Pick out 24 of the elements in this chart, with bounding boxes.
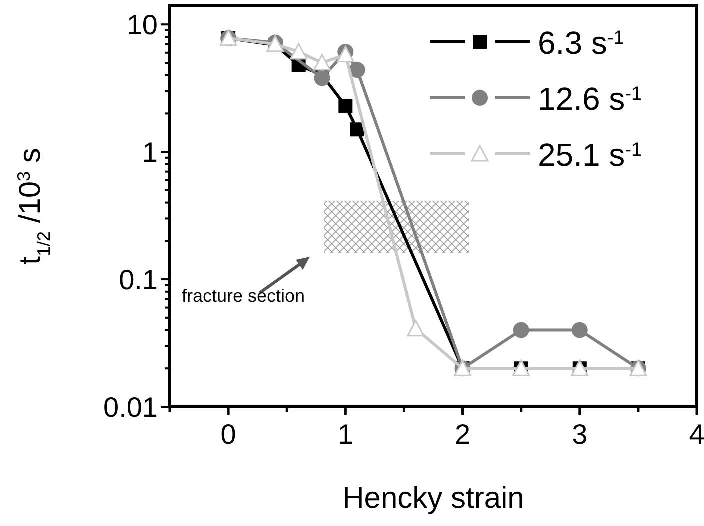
x-tick-label: 1 [338,419,354,450]
legend-label: 12.6 s$^{-1}$ [538,81,642,117]
y-tick-label: 0.01 [104,392,158,423]
point [407,320,425,337]
point [336,46,354,63]
legend-label: 6.3 s$^{-1}$ [538,25,624,61]
point [572,322,588,338]
point [349,62,366,78]
x-axis-title: Hencky strain [342,482,524,515]
x-tick-label: 2 [454,419,471,450]
y-tick-label: 0.1 [119,264,158,296]
x-tick-label: 3 [572,419,588,450]
y-tick-label: 10 [126,10,158,41]
point [513,322,530,338]
point [338,98,353,113]
point [350,122,364,137]
point [313,54,331,71]
x-tick-label: 0 [220,419,236,450]
point [290,43,308,60]
annotation: fracture section [182,286,306,306]
point [314,70,330,86]
y-tick-label: 1 [142,137,158,168]
legend-label: 25.1 s$^{-1}$ [538,137,642,173]
x-tick-label: 4 [689,419,704,450]
